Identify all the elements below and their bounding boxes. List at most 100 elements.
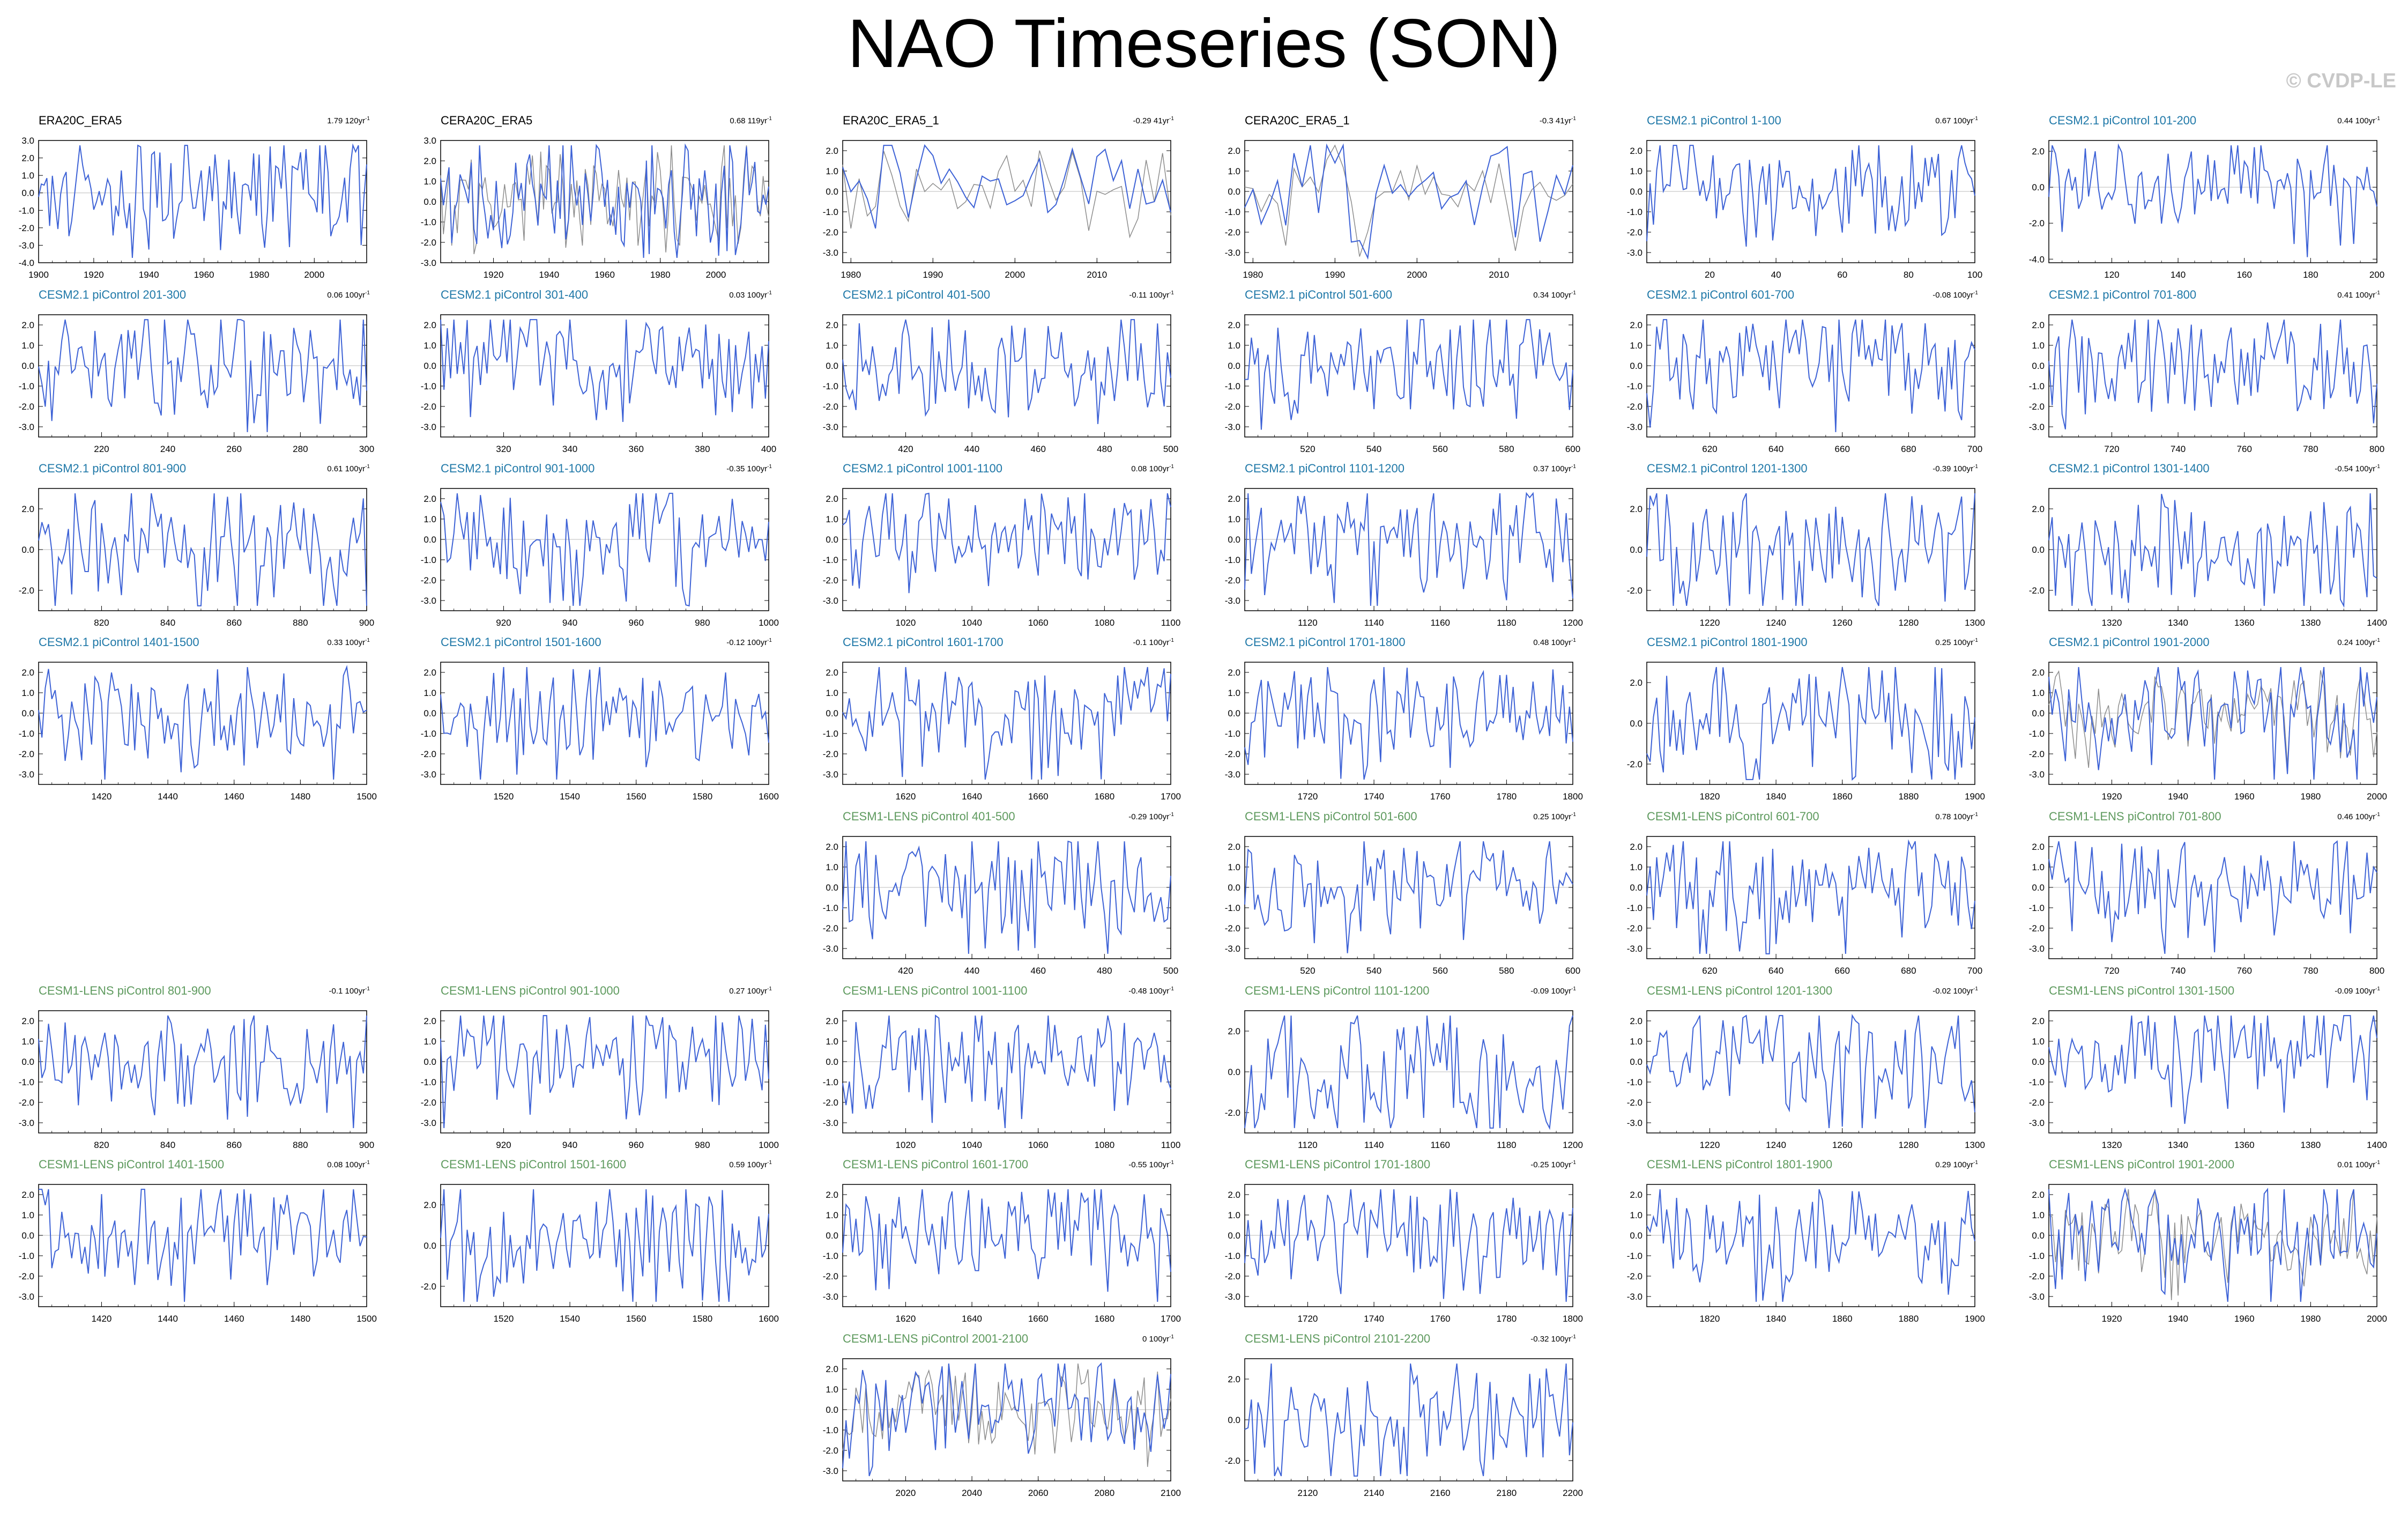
trend-exponent: -1 <box>767 986 772 992</box>
line-chart: 2.0 1.0 0.0 -1.0 -2.0 -3.0 420 440 460 480 500 <box>823 314 1178 454</box>
x-tick-label: 1740 <box>1364 791 1384 802</box>
chart-panel: CESM2.1 piControl 1601-1700 -0.1 100yr-1 2… <box>804 635 1181 802</box>
panel-title: CESM1-LENS piControl 1501-1600 <box>441 1158 627 1171</box>
trend-exponent: -1 <box>767 290 772 296</box>
y-tick-label: 0.0 <box>1228 187 1240 197</box>
x-tick-label: 1360 <box>2234 1140 2255 1150</box>
chart-panel: CESM1-LENS piControl 1801-1900 0.29 100yr… <box>1608 1158 1985 1324</box>
panel-title: CESM2.1 piControl 1201-1300 <box>1647 462 1808 475</box>
y-tick-label: -2.0 <box>1627 586 1643 596</box>
x-tick-label: 1340 <box>2168 618 2188 628</box>
trend-value: -0.08 100yr <box>1933 291 1974 300</box>
trend-label: -0.3 41yr-1 <box>1540 116 1576 125</box>
chart-panel: CERA20C_ERA5_1 -0.3 41yr-1 2.0 1.0 0.0 -1.0 -2… <box>1206 114 1576 280</box>
plot-frame <box>842 314 1171 438</box>
x-tick-label: 980 <box>695 1140 710 1150</box>
line-chart: 2.0 0.0 -2.0 1820 1840 1860 1880 1900 <box>1627 662 1985 802</box>
chart-panel: CESM2.1 piControl 901-1000 -0.35 100yr-1 2… <box>402 462 779 628</box>
y-tick-label: -3.0 <box>823 1466 838 1476</box>
trend-value: 0 100yr <box>1142 1335 1170 1344</box>
x-tick-label: 20 <box>1705 270 1715 280</box>
x-tick-label: 660 <box>1835 966 1850 976</box>
x-tick-label: 820 <box>94 1140 109 1150</box>
x-tick-label: 1960 <box>2234 1314 2255 1324</box>
x-tick-label: 1960 <box>2234 791 2255 802</box>
panel-title: CESM1-LENS piControl 701-800 <box>2049 810 2221 823</box>
trend-exponent: -1 <box>1973 1160 1978 1166</box>
y-tick-label: 0.0 <box>1630 718 1643 729</box>
trend-label: 0.33 100yr-1 <box>327 638 370 647</box>
y-tick-label: 2.0 <box>826 494 838 504</box>
y-tick-label: -2.0 <box>1225 227 1240 238</box>
x-tick-label: 1920 <box>484 270 504 280</box>
nao-series-line <box>2048 1187 2377 1302</box>
panel-title: CESM1-LENS piControl 1401-1500 <box>39 1158 225 1171</box>
y-tick-label: 2.0 <box>21 504 34 514</box>
x-tick-label: 2160 <box>1430 1488 1451 1498</box>
trend-exponent: -1 <box>2375 986 2380 992</box>
y-tick-label: 0.0 <box>21 361 34 371</box>
x-tick-label: 1300 <box>1965 1140 1985 1150</box>
x-tick-label: 2010 <box>1087 270 1107 280</box>
x-tick-label: 1860 <box>1832 1314 1853 1324</box>
y-tick-label: 0.0 <box>423 197 436 207</box>
x-tick-label: 2200 <box>1563 1488 1583 1498</box>
y-tick-label: -2.0 <box>823 749 838 759</box>
chart-panel: CESM1-LENS piControl 601-700 0.78 100yr-1… <box>1608 810 1982 976</box>
y-tick-label: 2.0 <box>1630 146 1643 156</box>
chart-panel: CESM2.1 piControl 1501-1600 -0.12 100yr-1… <box>402 635 779 802</box>
trend-value: -0.3 41yr <box>1539 116 1572 125</box>
y-tick-label: -3.0 <box>1627 944 1643 954</box>
trend-exponent: -1 <box>1571 638 1576 643</box>
chart-panel: CESM2.1 piControl 1101-1200 0.37 100yr-1 2… <box>1206 462 1583 628</box>
x-tick-label: 520 <box>1300 966 1315 976</box>
x-tick-label: 1040 <box>962 618 982 628</box>
panel-title: CESM2.1 piControl 1101-1200 <box>1245 462 1404 475</box>
trend-value: -0.11 100yr <box>1129 291 1170 300</box>
panel-title: CESM2.1 piControl 201-300 <box>39 288 187 301</box>
line-chart: 2.0 0.0 -2.0 1520 1540 1560 1580 1600 <box>421 1184 779 1324</box>
x-tick-label: 40 <box>1771 270 1781 280</box>
y-tick-label: 1.0 <box>423 688 436 698</box>
x-tick-label: 720 <box>2104 966 2119 976</box>
x-tick-label: 1580 <box>692 791 712 802</box>
x-tick-label: 620 <box>1702 966 1717 976</box>
panel-title: CESM2.1 piControl 801-900 <box>39 462 187 475</box>
line-chart: 2.0 1.0 0.0 -1.0 -2.0 -3.0 920 940 960 980 1000 <box>421 488 779 628</box>
x-tick-label: 380 <box>695 444 710 454</box>
plot-frame <box>440 314 769 438</box>
x-tick-label: 1700 <box>1161 1314 1181 1324</box>
panel-title: CESM2.1 piControl 501-600 <box>1245 288 1393 301</box>
nao-series-line <box>1646 319 1975 432</box>
y-tick-label: -1.0 <box>823 207 838 217</box>
y-tick-label: -2.0 <box>1225 402 1240 412</box>
y-tick-label: -3.0 <box>421 769 436 780</box>
y-tick-label: 1.0 <box>1630 340 1643 351</box>
y-tick-label: 2.0 <box>826 1364 838 1374</box>
x-tick-label: 1900 <box>1965 1314 1985 1324</box>
y-tick-label: 1.0 <box>423 514 436 524</box>
trend-value: 0.37 100yr <box>1533 464 1572 473</box>
y-tick-label: 1.0 <box>826 688 838 698</box>
plot-frame <box>842 1184 1171 1307</box>
trend-label: 0 100yr-1 <box>1142 1334 1174 1344</box>
nao-series-line <box>440 1015 769 1128</box>
y-tick-label: -2.0 <box>19 402 34 412</box>
nao-series-line <box>1646 1189 1975 1302</box>
panel-title: CESM2.1 piControl 1801-1900 <box>1647 635 1808 649</box>
x-tick-label: 2020 <box>896 1488 916 1498</box>
x-tick-label: 1280 <box>1898 1140 1919 1150</box>
y-tick-label: 2.0 <box>1630 504 1643 514</box>
y-tick-label: 2.0 <box>2032 1016 2045 1026</box>
line-chart: 2.0 1.0 0.0 -1.0 -2.0 -3.0 1980 1990 2000 2010 <box>1225 140 1573 280</box>
y-tick-label: 0.0 <box>826 883 838 893</box>
x-tick-label: 700 <box>1967 966 1982 976</box>
y-tick-label: -3.0 <box>823 422 838 432</box>
x-tick-label: 1260 <box>1832 1140 1853 1150</box>
y-tick-label: 1.0 <box>826 1036 838 1047</box>
y-tick-label: 0.0 <box>21 708 34 718</box>
y-tick-label: -1.0 <box>421 1077 436 1087</box>
trend-value: 0.34 100yr <box>1533 291 1572 300</box>
line-chart: 2.0 1.0 0.0 -1.0 -2.0 -3.0 320 340 360 380 400 <box>421 314 776 454</box>
